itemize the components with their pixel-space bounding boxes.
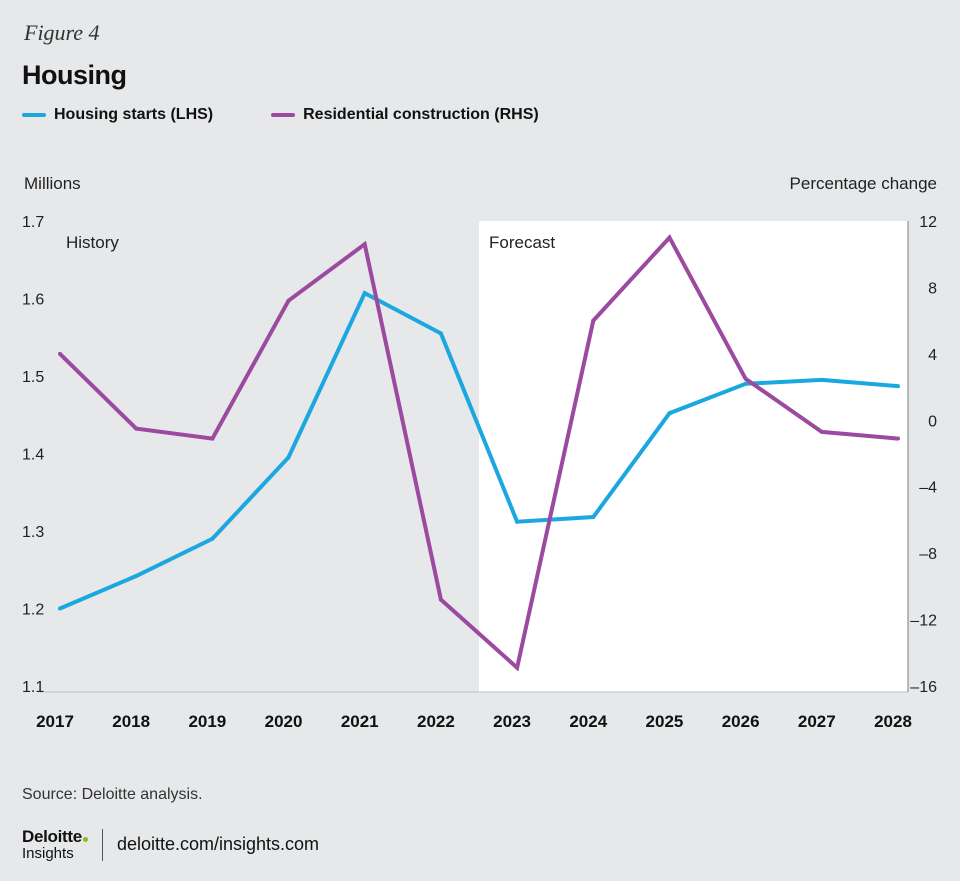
footer-url[interactable]: deloitte.com/insights.com <box>116 834 320 854</box>
figure-label: Figure 4 <box>24 20 100 45</box>
housing-starts-point-2025 <box>667 411 672 416</box>
residential-construction-line <box>58 234 899 672</box>
x-tick-label: 2026 <box>722 712 760 731</box>
left-tick-label: 1.6 <box>22 292 44 309</box>
residential-construction-point-2020 <box>286 298 291 303</box>
x-tick-label: 2019 <box>188 712 226 731</box>
residential-construction-point-2025 <box>667 235 672 240</box>
history-annotation: History <box>66 233 119 252</box>
deloitte-insights-logo: Deloitte Insights <box>22 828 88 861</box>
logo-subtitle: Insights <box>22 845 74 862</box>
logo-green-dot <box>82 837 88 842</box>
left-tick-label: 1.3 <box>22 524 44 541</box>
residential-construction-point-2028 <box>896 436 900 441</box>
x-tick-label: 2027 <box>798 712 836 731</box>
housing-starts-point-2021 <box>362 291 367 296</box>
x-tick-label: 2025 <box>646 712 684 731</box>
x-tick-label: 2021 <box>341 712 379 731</box>
right-tick-label: –16 <box>910 679 937 696</box>
housing-starts-point-2023 <box>515 519 520 524</box>
legend-item-residential-construction: Residential construction (RHS) <box>271 106 539 124</box>
forecast-region <box>479 221 908 692</box>
housing-starts-point-2024 <box>591 515 596 520</box>
x-tick-label: 2018 <box>112 712 150 731</box>
residential-construction-point-2023 <box>515 665 520 670</box>
legend-label-housing-starts: Housing starts (LHS) <box>54 106 214 123</box>
legend-swatch-residential-construction <box>271 113 296 117</box>
x-tick-label: 2024 <box>569 712 607 731</box>
right-tick-label: 8 <box>928 280 937 297</box>
right-tick-label: –4 <box>919 480 937 497</box>
housing-starts-point-2022 <box>438 331 443 336</box>
residential-construction-point-2018 <box>134 426 139 431</box>
legend: Housing starts (LHS) Residential constru… <box>22 106 539 124</box>
residential-construction-point-2026 <box>743 376 748 381</box>
x-tick-label: 2028 <box>874 712 912 731</box>
x-tick-label: 2020 <box>265 712 303 731</box>
right-axis-label: Percentage change <box>790 174 937 193</box>
right-tick-label: 0 <box>928 413 937 430</box>
footer-divider <box>101 828 103 861</box>
left-tick-label: 1.2 <box>22 602 44 619</box>
x-tick-label: 2017 <box>36 712 74 731</box>
right-tick-label: 12 <box>919 214 937 231</box>
left-axis-label: Millions <box>24 174 81 193</box>
x-tick-label: 2023 <box>493 712 531 731</box>
housing-starts-point-2018 <box>134 573 139 578</box>
housing-starts-point-2020 <box>286 455 291 460</box>
residential-construction-point-2019 <box>210 436 215 441</box>
legend-item-housing-starts: Housing starts (LHS) <box>22 106 213 124</box>
source-note: Source: Deloitte analysis. <box>22 786 203 803</box>
right-tick-label: 4 <box>928 347 937 364</box>
right-tick-label: –8 <box>919 546 937 563</box>
legend-label-residential-construction: Residential construction (RHS) <box>303 106 539 123</box>
housing-starts-point-2028 <box>896 384 900 389</box>
left-tick-label: 1.7 <box>22 214 44 231</box>
housing-starts-point-2026 <box>743 381 748 386</box>
left-tick-label: 1.1 <box>22 679 44 696</box>
residential-construction-point-2021 <box>362 242 367 247</box>
right-tick-label: –12 <box>910 613 937 630</box>
housing-starts-point-2017 <box>58 606 62 611</box>
residential-construction-point-2027 <box>819 429 824 434</box>
forecast-annotation: Forecast <box>489 233 555 252</box>
left-tick-label: 1.5 <box>22 369 44 386</box>
x-tick-label: 2022 <box>417 712 455 731</box>
residential-construction-point-2022 <box>438 597 443 602</box>
housing-starts-point-2027 <box>819 377 824 382</box>
housing-starts-line <box>59 290 899 611</box>
residential-construction-point-2024 <box>591 318 596 323</box>
footer: Deloitte Insights deloitte.com/insights.… <box>22 828 319 861</box>
chart-title: Housing <box>22 60 127 90</box>
housing-starts-point-2019 <box>210 536 215 541</box>
residential-construction-point-2017 <box>58 351 62 356</box>
legend-swatch-housing-starts <box>22 113 46 117</box>
logo-wordmark: Deloitte <box>22 827 82 846</box>
left-tick-label: 1.4 <box>22 447 44 464</box>
